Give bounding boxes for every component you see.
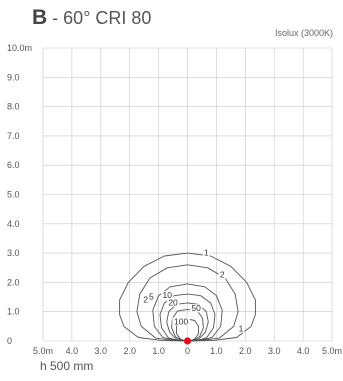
x-tick-label: 0 <box>185 346 190 356</box>
light-source-dot <box>183 337 192 345</box>
y-tick-label: 5.0 <box>7 190 20 200</box>
y-tick-label: 3.0 <box>7 248 20 258</box>
chart-title: B - 60° CRI 80 <box>32 6 151 30</box>
contour-label-background <box>189 304 203 313</box>
isolux-contour-20 <box>166 302 209 342</box>
contour-label: 10 <box>163 290 173 300</box>
chart-title-text: - 60° CRI 80 <box>47 8 152 28</box>
contour-label-background <box>237 324 245 333</box>
x-tick-label: 4.0 <box>66 346 79 356</box>
y-tick-label: 1.0 <box>7 307 20 317</box>
contour-label-background <box>218 270 226 279</box>
contour-label-background <box>202 248 210 257</box>
x-tick-label: 3.0 <box>268 346 281 356</box>
y-tick-label: 2.0 <box>7 277 20 287</box>
y-tick-label: 9.0 <box>7 72 20 82</box>
x-tick-label: 2.0 <box>123 346 136 356</box>
chart-title-letter: B <box>32 6 48 29</box>
contour-label-background <box>161 291 174 300</box>
contour-label: 50 <box>191 303 201 313</box>
mounting-height-label: h 500 mm <box>40 359 94 373</box>
isolux-contour-10 <box>159 293 216 342</box>
y-tick-label: 8.0 <box>7 102 20 112</box>
contour-label: 100 <box>174 316 188 326</box>
contour-label: 1 <box>204 248 209 258</box>
x-tick-label: 5.0m <box>33 346 53 356</box>
x-tick-label: 4.0 <box>297 346 310 356</box>
contour-label-background <box>141 295 150 304</box>
isolux-contour-5 <box>152 283 223 342</box>
contour-label-background <box>172 317 190 326</box>
contour-label-background <box>166 298 180 307</box>
y-tick-label: 7.0 <box>7 131 20 141</box>
x-axis-ticks: 5.0m 4.0 3.0 2.0 1.0 0 1.0 2.0 3.0 4.0 5.0m <box>33 346 342 356</box>
y-axis-ticks: 0 1.0 2.0 3.0 4.0 5.0 6.0 7.0 8.0 9.0 10.0m <box>7 43 32 346</box>
contour-label: 2 <box>220 270 225 280</box>
light-source-marker <box>183 337 192 345</box>
x-tick-label: 2.0 <box>239 346 252 356</box>
contour-label-background <box>147 292 155 301</box>
y-tick-label: 4.0 <box>7 219 20 229</box>
isolux-contour-2 <box>136 264 239 342</box>
contour-label: 20 <box>168 297 178 307</box>
contour-label: 1 <box>239 324 244 334</box>
isolux-contour-1 <box>119 252 256 342</box>
y-tick-label: 10.0m <box>7 43 32 53</box>
contour-lines <box>119 252 256 342</box>
contour-label: 2 <box>143 294 148 304</box>
contour-label: 5 <box>149 292 154 302</box>
x-tick-label: 1.0 <box>210 346 223 356</box>
x-tick-label: 1.0 <box>152 346 165 356</box>
y-tick-label: 0 <box>7 336 12 346</box>
x-tick-label: 3.0 <box>95 346 108 356</box>
grid <box>42 47 333 342</box>
isolux-contour-50 <box>171 308 204 342</box>
chart-subtitle: Isolux (3000K) <box>274 28 333 38</box>
x-tick-label: 5.0m <box>322 346 342 356</box>
y-tick-label: 6.0 <box>7 160 20 170</box>
